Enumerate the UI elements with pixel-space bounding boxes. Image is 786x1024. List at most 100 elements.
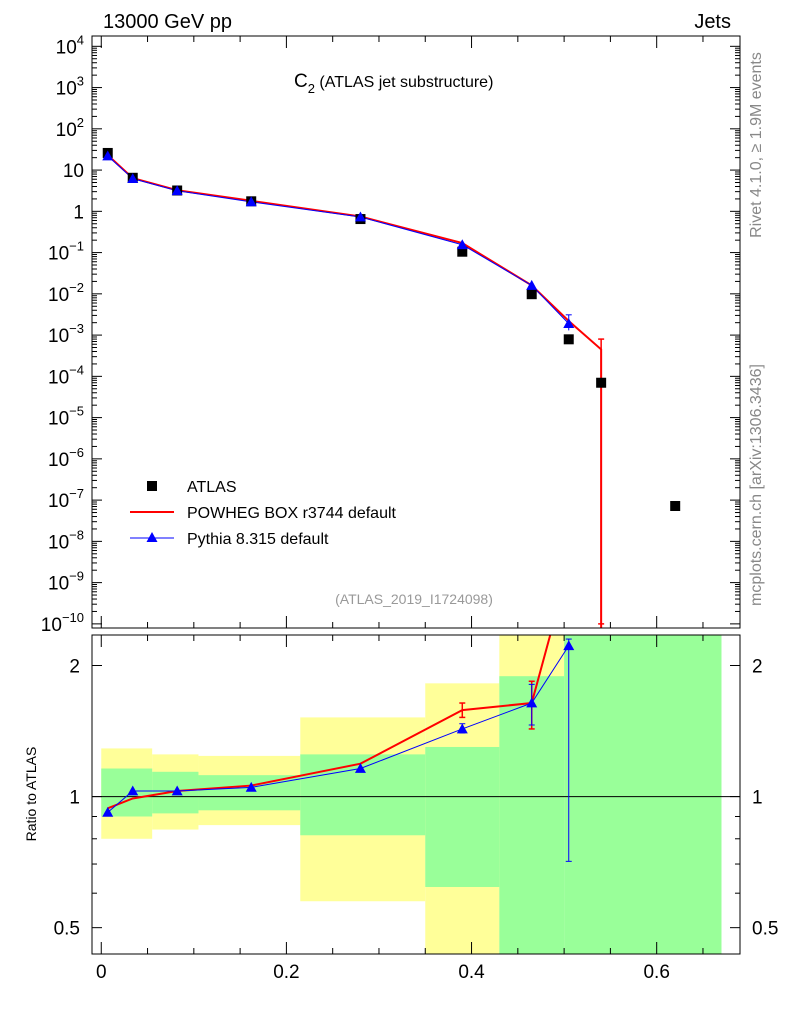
pythia-ratio-point-1 <box>127 785 139 796</box>
pythia-point-5 <box>456 239 468 250</box>
pythia-point-6 <box>526 279 538 290</box>
main-ytick-label-base: 10 <box>56 120 77 141</box>
main-ytick-label-1: 103 <box>56 74 84 100</box>
main-ytick-label-base: 10 <box>56 79 77 100</box>
main-ytick-label-exponent: −1 <box>69 239 84 254</box>
ratio-plot-frame <box>91 634 741 955</box>
ratio-ytick-label-right-1: 1 <box>752 788 763 809</box>
rivet-version-label: Rivet 4.1.0, ≥ 1.9M events <box>748 52 765 238</box>
main-ytick-label-13: 10−9 <box>48 569 84 595</box>
pythia-point-4 <box>354 211 366 222</box>
ratio-ytick-label-right-0: 0.5 <box>752 919 778 940</box>
powheg-line <box>107 154 603 628</box>
main-ytick-label-base: 10 <box>41 615 62 636</box>
main-ytick-label-exponent: 3 <box>77 74 84 89</box>
ratio-ytick-label-2: 2 <box>69 656 80 677</box>
plot-title: C2 (ATLAS jet substructure) <box>294 71 493 96</box>
main-ytick-label-exponent: −10 <box>62 610 84 625</box>
main-ytick-label-base: 1 <box>73 202 84 223</box>
ratio-ytick-label-right-2: 2 <box>752 656 763 677</box>
main-ytick-label-8: 10−4 <box>48 362 84 388</box>
atlas-point-6 <box>526 289 537 300</box>
pythia-ratio-point-6 <box>526 697 538 708</box>
pythia-line <box>107 155 570 324</box>
main-ytick-label-base: 10 <box>48 244 69 265</box>
main-ytick-label-exponent: 2 <box>77 115 84 130</box>
main-ytick-label-base: 10 <box>48 367 69 388</box>
xtick-label-3: 0.6 <box>643 962 669 983</box>
uncertainty-bands <box>101 635 722 954</box>
pythia-point-7 <box>563 318 575 328</box>
pythia-point-2 <box>171 185 183 196</box>
main-ytick-label-exponent: −7 <box>69 486 84 501</box>
pythia-ratio-line <box>107 645 570 813</box>
pythia-ratio-point-4 <box>354 763 366 773</box>
main-ytick-label-12: 10−8 <box>48 527 84 553</box>
main-ytick-label-0: 104 <box>56 32 84 58</box>
header-energy: 13000 GeV pp <box>103 11 232 33</box>
main-ytick-label-2: 102 <box>56 115 84 141</box>
band-green-4 <box>425 746 500 887</box>
main-ytick-label-5: 10−1 <box>48 239 84 265</box>
main-ytick-label-exponent: −4 <box>69 362 84 377</box>
legend-marker-atlas <box>147 481 157 491</box>
main-ytick-label-exponent: −5 <box>69 404 84 419</box>
ratio-ytick-label-1: 1 <box>69 788 80 809</box>
pythia-ratio-point-2 <box>171 785 183 796</box>
pythia-point-3 <box>245 196 257 207</box>
main-ytick-label-base: 10 <box>56 37 77 58</box>
main-ytick-label-base: 10 <box>48 491 69 512</box>
atlas-point-9 <box>670 500 681 511</box>
main-ytick-label-3: 10 <box>63 161 84 182</box>
main-ytick-label-base: 10 <box>48 450 69 471</box>
plot-title-subscript: 2 <box>308 81 315 96</box>
main-ytick-label-base: 10 <box>48 326 69 347</box>
main-ytick-label-6: 10−2 <box>48 280 84 306</box>
main-ytick-label-11: 10−7 <box>48 486 84 512</box>
band-green-6 <box>564 635 722 954</box>
main-ytick-label-14: 10−10 <box>41 610 84 636</box>
xtick-label-1: 0.2 <box>273 962 299 983</box>
pythia-ratio-point-3 <box>245 781 257 792</box>
atlas-point-8 <box>596 377 607 388</box>
atlas-point-5 <box>457 246 468 257</box>
xtick-label-2: 0.4 <box>458 962 485 983</box>
main-ytick-label-base: 10 <box>48 285 69 306</box>
main-plot-frame <box>91 35 741 629</box>
main-ytick-label-7: 10−3 <box>48 321 84 347</box>
main-ytick-label-4: 1 <box>73 202 84 223</box>
powheg-ratio-line <box>107 635 552 810</box>
main-ytick-label-base: 10 <box>63 161 84 182</box>
main-ytick-label-base: 10 <box>48 532 69 553</box>
plot-title-text: (ATLAS jet substructure) <box>315 74 493 91</box>
legend-label-pythia: Pythia 8.315 default <box>187 531 329 548</box>
pythia-ratio-point-5 <box>456 723 468 734</box>
main-ytick-label-10: 10−6 <box>48 445 84 471</box>
atlas-point-7 <box>563 334 574 345</box>
plot-title-symbol: C <box>294 71 308 92</box>
legend: ATLAS POWHEG BOX r3744 default Pythia 8.… <box>130 479 397 548</box>
main-ytick-label-base: 10 <box>48 574 69 595</box>
analysis-id-label: (ATLAS_2019_I1724098) <box>335 591 493 607</box>
main-ytick-label-exponent: −3 <box>69 321 84 336</box>
header-category: Jets <box>694 11 731 33</box>
mcplots-label: mcplots.cern.ch [arXiv:1306.3436] <box>748 364 765 606</box>
band-green-3 <box>300 754 426 836</box>
legend-label-powheg: POWHEG BOX r3744 default <box>187 505 397 522</box>
ratio-ytick-label-0: 0.5 <box>54 919 80 940</box>
pythia-ratio-point-0 <box>102 806 114 817</box>
pythia-point-1 <box>127 173 139 184</box>
xtick-label-0: 0 <box>96 962 107 983</box>
ratio-plot-area <box>92 635 740 862</box>
axes: 10410310210110−110−210−310−410−510−610−7… <box>41 32 779 983</box>
main-ytick-label-base: 10 <box>48 409 69 430</box>
main-ytick-label-exponent: −2 <box>69 280 84 295</box>
main-ytick-label-exponent: 4 <box>77 32 84 47</box>
pythia-ratio-point-7 <box>563 640 575 651</box>
legend-label-atlas: ATLAS <box>187 479 237 496</box>
main-plot-area <box>102 147 681 628</box>
main-ytick-label-9: 10−5 <box>48 404 84 430</box>
pythia-point-0 <box>102 150 114 161</box>
band-green-2 <box>198 775 301 811</box>
